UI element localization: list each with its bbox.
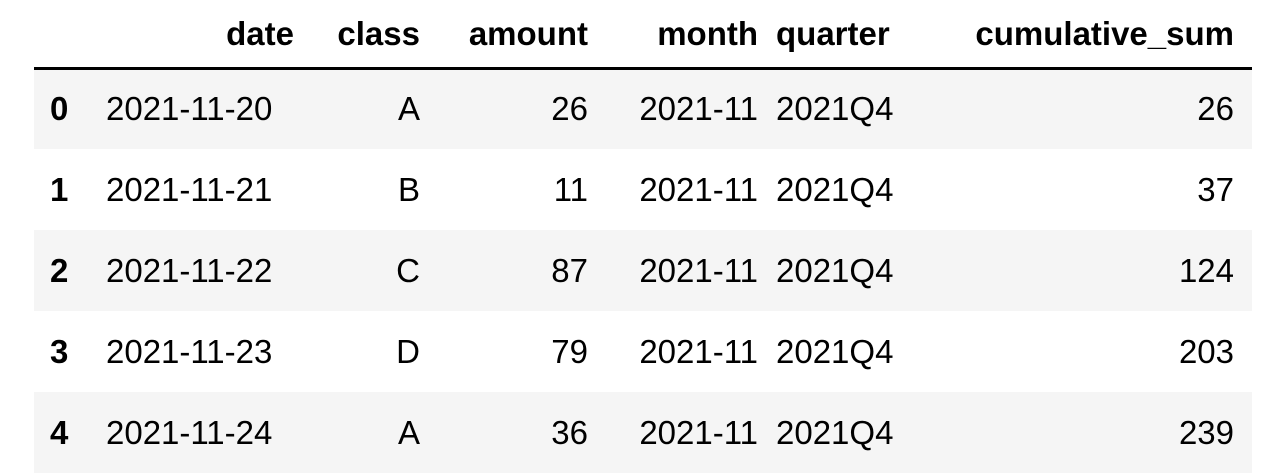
cell-cumulative-sum: 239: [1178, 413, 1234, 451]
row-index: 4: [50, 413, 69, 451]
cell-month: 2021-11: [639, 413, 758, 451]
cell-date: 2021-11-21: [106, 170, 273, 208]
row-index: 3: [50, 332, 69, 370]
table-row: 3 2021-11-23 D 79 2021-11 2021Q4 203: [34, 311, 1252, 392]
cell-amount: 87: [551, 251, 588, 289]
cell-amount: 36: [551, 413, 588, 451]
cell-month: 2021-11: [639, 170, 758, 208]
cell-class: B: [397, 170, 420, 208]
column-header-month: month: [606, 0, 776, 70]
cell-amount: 26: [551, 90, 588, 128]
cell-class: C: [396, 251, 420, 289]
table-row: 2 2021-11-22 C 87 2021-11 2021Q4 124: [34, 230, 1252, 311]
cell-cumulative-sum: 26: [1197, 90, 1234, 128]
cell-date: 2021-11-22: [106, 251, 273, 289]
cell-quarter: 2021Q4: [776, 332, 894, 370]
table-header: date class amount month quarter cumulati…: [34, 0, 1252, 70]
table-row: 1 2021-11-21 B 11 2021-11 2021Q4 37: [34, 149, 1252, 230]
column-header-date: date: [106, 0, 312, 70]
row-index: 2: [50, 251, 69, 289]
row-index: 0: [50, 90, 69, 128]
cell-quarter: 2021Q4: [776, 90, 894, 128]
cell-cumulative-sum: 203: [1178, 332, 1234, 370]
table-body: 0 2021-11-20 A 26 2021-11 2021Q4 26 1 20…: [34, 68, 1252, 473]
cell-class: A: [397, 413, 420, 451]
table-row: 0 2021-11-20 A 26 2021-11 2021Q4 26: [34, 68, 1252, 149]
column-header-quarter: quarter: [776, 0, 941, 70]
cell-amount: 11: [553, 170, 588, 208]
dataframe-table: date class amount month quarter cumulati…: [34, 0, 1252, 473]
cell-month: 2021-11: [639, 90, 758, 128]
header-row: date class amount month quarter cumulati…: [34, 0, 1252, 70]
cell-date: 2021-11-23: [106, 332, 273, 370]
cell-amount: 79: [551, 332, 588, 370]
cell-quarter: 2021Q4: [776, 170, 894, 208]
row-index: 1: [50, 170, 69, 208]
cell-cumulative-sum: 37: [1197, 170, 1234, 208]
column-header-class: class: [312, 0, 438, 70]
cell-date: 2021-11-20: [106, 90, 273, 128]
cell-cumulative-sum: 124: [1178, 251, 1234, 289]
cell-month: 2021-11: [639, 332, 758, 370]
column-header-amount: amount: [438, 0, 606, 70]
cell-date: 2021-11-24: [106, 413, 273, 451]
index-header: [34, 0, 106, 70]
cell-month: 2021-11: [639, 251, 758, 289]
cell-quarter: 2021Q4: [776, 251, 894, 289]
table-row: 4 2021-11-24 A 36 2021-11 2021Q4 239: [34, 392, 1252, 473]
column-header-cumulative-sum: cumulative_sum: [941, 0, 1252, 70]
cell-quarter: 2021Q4: [776, 413, 894, 451]
cell-class: D: [396, 332, 420, 370]
cell-class: A: [397, 90, 420, 128]
